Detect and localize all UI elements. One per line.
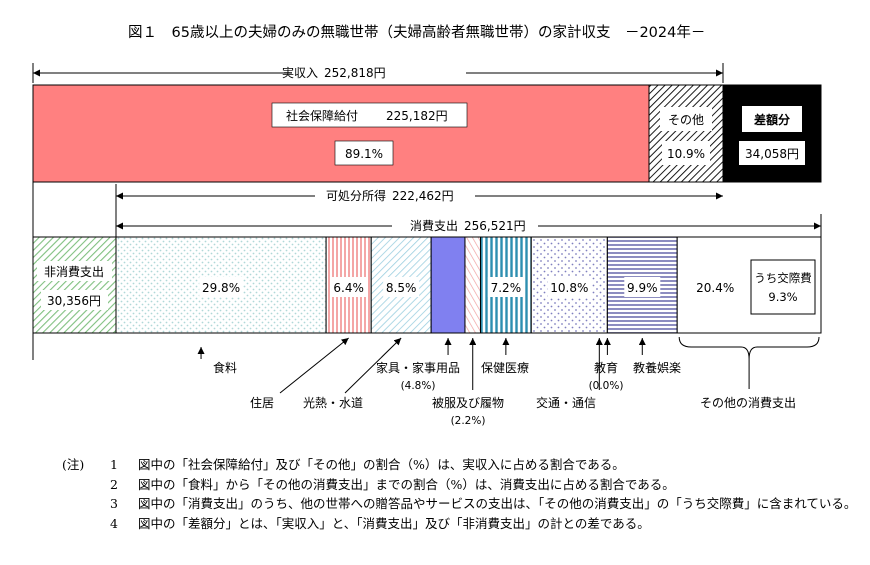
- segment-pct-housing: 6.4%: [333, 281, 364, 295]
- segment-furniture: [430, 236, 466, 334]
- note-item: 4 図中の「差額分」とは、「実収入」と、「消費支出」及び「非消費支出」の計との差で…: [70, 514, 860, 534]
- deficit-segment: [722, 84, 822, 183]
- consumption-value: 256,521円: [464, 219, 526, 233]
- note-number: 2: [110, 476, 118, 492]
- note-item: 3 図中の「消費支出」のうち、他の世帯への贈答品やサービスの支出は、「その他の消費…: [70, 494, 860, 514]
- note-item: 1 図中の「社会保障給付」及び「その他」の割合（%）は、実収入に占める割合である。: [70, 455, 860, 475]
- segment-pct-utilities: 8.5%: [386, 281, 417, 295]
- segment-pct-recreation: 9.9%: [627, 281, 658, 295]
- non-consumption-label: 非消費支出: [44, 264, 104, 279]
- category-label-recreation: 教養娯楽: [633, 360, 681, 375]
- category-label-transport: 交通・通信: [536, 395, 596, 410]
- segment-pct-misc: 20.4%: [696, 281, 734, 295]
- deficit-value: 34,058円: [745, 147, 799, 161]
- disposable-label: 可処分所得: [326, 188, 386, 203]
- other-income-pct: 10.9%: [667, 147, 705, 161]
- segment-pct-medical: 7.2%: [491, 281, 522, 295]
- social-expenses-box: [750, 259, 816, 315]
- non-consumption-segment: [32, 236, 117, 334]
- social-security-label: 社会保障給付: [286, 108, 358, 123]
- category-label-education: 教育: [594, 360, 618, 375]
- segment-label-bg: [383, 277, 420, 297]
- notes-header: (注): [62, 457, 85, 472]
- segment-label-bg: [624, 277, 661, 297]
- category-label-housing: 住居: [250, 396, 274, 410]
- segment-label-bg: [487, 277, 524, 297]
- non-consumption-value: 30,356円: [47, 294, 101, 308]
- other-income-label: その他: [668, 113, 704, 127]
- deficit-label: 差額分: [753, 112, 790, 127]
- chart-title: 図１ 65歳以上の夫婦のみの無職世帯（夫婦高齢者無職世帯）の家計収支 －2024…: [128, 24, 705, 41]
- social-security-pct: 89.1%: [345, 147, 383, 161]
- category-pct-education: (0.0%): [589, 380, 624, 392]
- social-security-value: 225,182円: [386, 109, 448, 123]
- note-text: 図中の「差額分」とは、「実収入」と、「消費支出」及び「非消費支出」の計との差であ…: [138, 515, 650, 531]
- misc-brace: [678, 336, 820, 360]
- segment-pct-food: 29.8%: [202, 281, 240, 295]
- consumption-label: 消費支出: [410, 218, 458, 233]
- income-label: 実収入: [282, 65, 318, 80]
- category-label-utilities: 光熱・水道: [303, 396, 363, 410]
- segment-label-bg: [547, 277, 592, 297]
- note-text: 図中の「社会保障給付」及び「その他」の割合（%）は、実収入に占める割合である。: [138, 457, 625, 472]
- social-expenses-pct: 9.3%: [768, 290, 797, 304]
- segment-label-bg: [330, 277, 367, 297]
- notes-section: (注) 1 図中の「社会保障給付」及び「その他」の割合（%）は、実収入に占める割合…: [62, 455, 860, 534]
- category-label-misc: その他の消費支出: [700, 395, 796, 410]
- social-security-segment: [32, 84, 650, 183]
- note-item: 2 図中の「食料」から「その他の消費支出」までの割合（%）は、消費支出に占める割合…: [70, 475, 860, 495]
- category-label-food: 食料: [213, 360, 237, 375]
- note-text: 図中の「食料」から「その他の消費支出」までの割合（%）は、消費支出に占める割合で…: [138, 476, 675, 492]
- category-label-clothing: 被服及び履物: [432, 396, 504, 410]
- segment-pct-transport: 10.8%: [550, 281, 588, 295]
- household-budget-chart: 図１ 65歳以上の夫婦のみの無職世帯（夫婦高齢者無職世帯）の家計収支 －2024…: [32, 24, 822, 427]
- leader-line-housing: [279, 337, 349, 394]
- income-value: 252,818円: [324, 66, 386, 80]
- note-number: 3: [110, 496, 118, 511]
- category-pct-clothing: (2.2%): [451, 415, 486, 427]
- category-label-furniture: 家具・家事用品: [376, 360, 460, 375]
- segment-label-bg: [199, 277, 243, 297]
- other-income-segment: [648, 84, 724, 183]
- note-number: 4: [110, 515, 118, 531]
- social-expenses-label: うち交際費: [754, 271, 812, 285]
- category-pct-furniture: (4.8%): [401, 380, 436, 392]
- segment-clothing: [464, 236, 481, 334]
- category-label-medical: 保健医療: [481, 361, 529, 375]
- leader-line-utilities: [344, 337, 402, 394]
- disposable-value: 222,462円: [392, 189, 454, 203]
- consumption-segments: 29.8% 6.4% 8.5% 7.2% 10.8% 9.9% 20.4%: [115, 236, 822, 334]
- note-text: 図中の「消費支出」のうち、他の世帯への贈答品やサービスの支出は、「その他の消費支…: [138, 496, 857, 511]
- note-number: 1: [110, 457, 118, 472]
